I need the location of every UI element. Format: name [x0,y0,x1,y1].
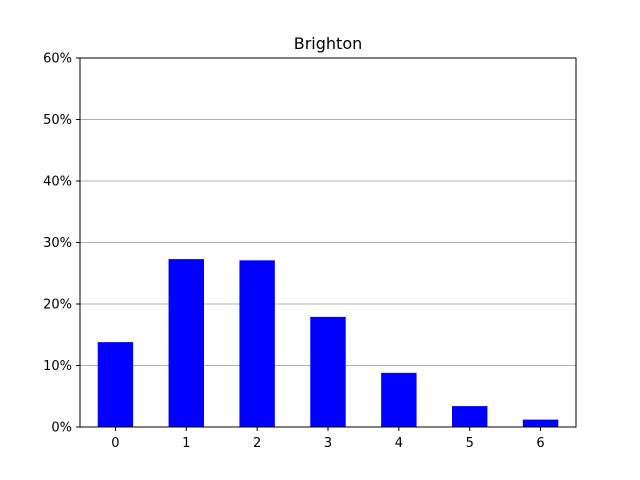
bar [522,419,559,427]
x-axis-ticks: 0 1 2 3 4 5 6 [111,427,545,451]
x-tick-label: 3 [324,436,332,451]
bar [381,372,417,427]
x-tick-label: 4 [395,436,403,451]
y-tick-label: 0% [51,421,72,436]
bar [452,406,488,427]
x-tick-label: 2 [253,436,261,451]
x-tick-label: 0 [111,436,119,451]
bar [97,342,134,427]
bar [239,260,275,427]
x-tick-label: 6 [536,436,544,451]
x-tick-label: 5 [466,436,474,451]
y-tick-label: 60% [43,52,72,67]
bars [97,259,559,427]
grid-lines [80,119,576,366]
bar [168,259,204,427]
x-tick-label: 1 [182,436,190,451]
y-tick-label: 40% [43,175,72,190]
y-tick-label: 10% [43,359,72,374]
bar [310,316,346,427]
chart-title: Brighton [294,34,363,53]
y-tick-label: 50% [43,113,72,128]
y-tick-label: 30% [43,236,72,251]
y-axis-ticks: 0% 10% 20% 30% 40% 50% 60% [43,52,80,436]
y-tick-label: 20% [43,298,72,313]
